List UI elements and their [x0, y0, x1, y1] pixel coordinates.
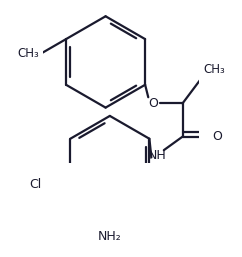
Text: O: O	[149, 97, 158, 110]
Text: NH: NH	[148, 149, 167, 162]
Text: Cl: Cl	[29, 178, 41, 191]
Text: CH₃: CH₃	[17, 47, 39, 60]
Text: CH₃: CH₃	[203, 63, 225, 77]
Text: O: O	[213, 130, 222, 143]
Text: NH₂: NH₂	[98, 230, 122, 243]
